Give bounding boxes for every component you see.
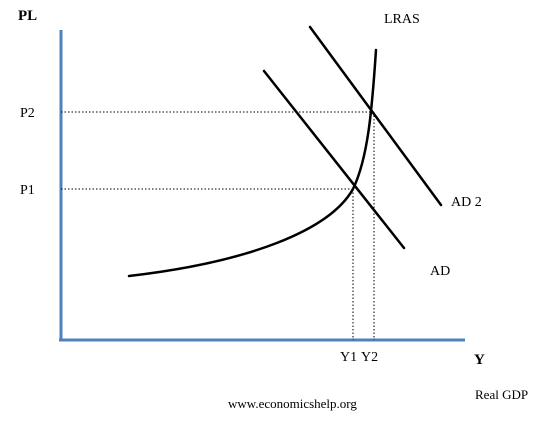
lras-label: LRAS [384, 12, 420, 27]
y1-label: Y1 [340, 350, 357, 365]
x-axis-caption: Real GDP [475, 387, 528, 402]
x-axis-label: Y [474, 352, 485, 368]
source-footer: www.economicshelp.org [228, 396, 357, 411]
lras-curve [127, 48, 378, 278]
ad2-curve [308, 25, 443, 207]
y-axis-label: PL [18, 8, 37, 24]
ad-curve [262, 69, 406, 250]
p1-label: P1 [20, 183, 35, 198]
ad-label: AD [430, 264, 450, 279]
y2-label: Y2 [361, 350, 378, 365]
p2-label: P2 [20, 106, 35, 121]
ad2-label: AD 2 [451, 195, 482, 210]
